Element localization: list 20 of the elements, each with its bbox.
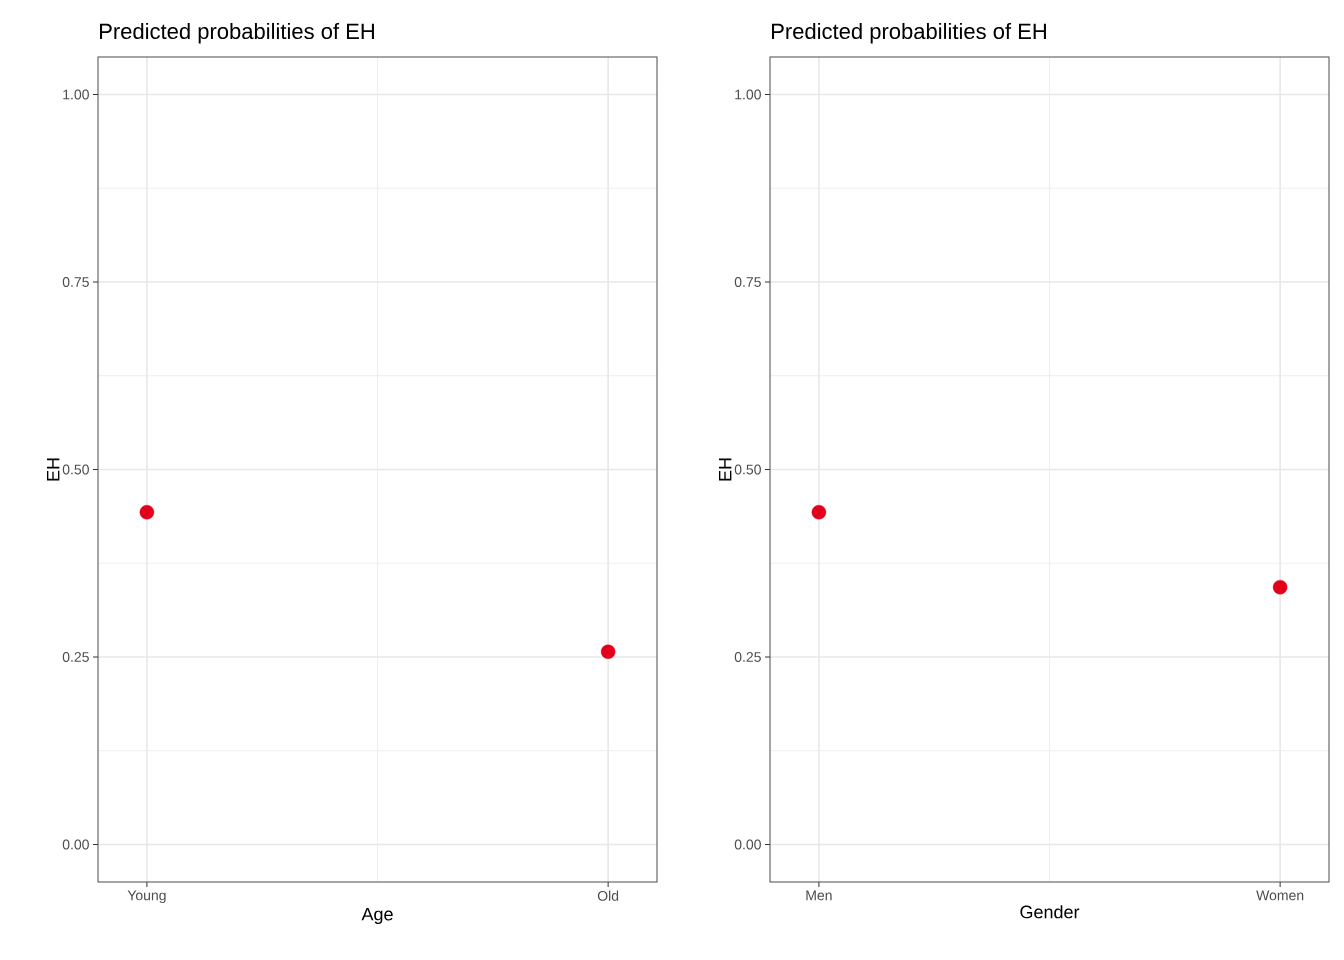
x-tick-label: Women <box>1256 890 1304 901</box>
y-axis-title: EH <box>718 458 732 481</box>
y-tick-label: 0.00 <box>734 839 761 850</box>
x-axis-title: Age <box>361 907 393 925</box>
y-tick-label: 0.75 <box>734 277 761 287</box>
y-tick-label: 0.25 <box>734 652 761 662</box>
x-axis-title: Gender <box>1020 905 1080 919</box>
y-tick-label: 0.25 <box>62 652 89 662</box>
chart-title: Predicted probabilities of EH <box>100 22 374 44</box>
y-tick-label: 1.00 <box>735 89 761 100</box>
x-tick-label: Young <box>127 890 166 904</box>
y-tick-label: 0.50 <box>734 464 761 475</box>
y-tick-label: 0.75 <box>62 277 89 287</box>
y-tick-label: 0.50 <box>62 464 89 475</box>
chart-title: Predicted probabilities of EH <box>772 22 1046 44</box>
x-tick-label: Men <box>806 890 832 901</box>
y-tick-label: 0.00 <box>62 839 89 850</box>
y-tick-label: 1.00 <box>63 89 89 100</box>
y-axis-title: EH <box>46 458 60 481</box>
x-tick-label: Old <box>597 890 619 901</box>
